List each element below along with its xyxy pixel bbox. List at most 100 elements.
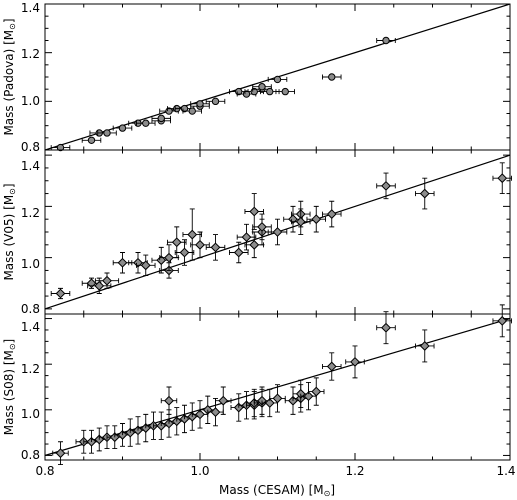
marker	[195, 409, 205, 420]
panel-v05-ylabel-text: Mass (V05) [M	[2, 195, 16, 281]
marker	[171, 237, 182, 248]
marker	[157, 114, 165, 123]
data-point	[322, 352, 342, 381]
xtick-1: 1.0	[190, 464, 209, 478]
marker	[210, 407, 221, 418]
data-point	[136, 254, 156, 277]
marker	[94, 280, 105, 291]
marker	[273, 75, 282, 84]
data-point	[322, 73, 342, 81]
data-point	[215, 386, 232, 415]
data-point	[81, 136, 102, 144]
marker	[164, 395, 174, 406]
marker	[264, 398, 275, 408]
data-point	[291, 208, 311, 236]
data-point	[112, 124, 133, 132]
panel-s08-ytick-3: 1.4	[21, 320, 40, 334]
panel-s08-ylabel-close: ]	[2, 339, 16, 344]
marker	[233, 247, 244, 258]
data-point	[112, 252, 133, 274]
marker	[382, 36, 390, 45]
marker	[350, 356, 360, 367]
x-axis-label-text: Mass (CESAM) [M	[219, 483, 324, 497]
data-point	[415, 329, 435, 363]
data-point	[252, 213, 272, 241]
panel-s08-ticks	[44, 314, 511, 460]
marker	[419, 188, 430, 199]
panel-padova-ytick-0: 0.8	[21, 140, 40, 154]
panel-s08: 0.8 1.0 1.2 1.4 Mass (S08) [M⊙]	[2, 304, 512, 466]
data-point	[322, 200, 342, 228]
panel-s08-ytick-1: 1.0	[21, 407, 40, 421]
panel-s08-points	[52, 304, 512, 466]
panel-s08-ytick-0: 0.8	[21, 448, 40, 462]
panel-padova-ticks	[44, 3, 511, 151]
data-point	[308, 377, 325, 406]
panel-v05-ylabel: Mass (V05) [M⊙]	[2, 183, 17, 280]
data-point	[182, 107, 202, 115]
marker	[295, 216, 306, 227]
marker	[211, 97, 220, 106]
panel-padova-ytick-2: 1.2	[21, 47, 40, 61]
marker	[419, 341, 430, 351]
marker	[497, 173, 508, 184]
data-point	[160, 386, 178, 415]
data-point	[97, 129, 117, 137]
data-point	[492, 304, 512, 338]
data-point	[267, 218, 288, 246]
data-point	[306, 205, 326, 233]
data-point	[236, 223, 257, 251]
data-point	[376, 36, 396, 45]
marker	[117, 257, 128, 268]
marker	[55, 288, 66, 299]
data-point	[50, 287, 71, 300]
panel-padova-ylabel-sun: ⊙	[8, 23, 17, 30]
data-point	[205, 234, 226, 261]
panel-s08-ytick-2: 1.2	[21, 362, 40, 376]
marker	[249, 239, 260, 250]
panel-v05-ytick-0: 0.8	[21, 302, 40, 316]
data-point	[136, 119, 156, 127]
marker	[257, 221, 267, 232]
marker	[258, 83, 266, 91]
panel-padova-ytick-1: 1.0	[21, 94, 40, 108]
data-point	[492, 162, 512, 195]
panel-v05-ytick-3: 1.4	[21, 159, 40, 173]
panel-v05-points	[50, 162, 512, 300]
data-point	[190, 100, 210, 108]
data-point	[376, 172, 396, 200]
marker	[381, 180, 391, 191]
marker	[326, 209, 337, 219]
panel-padova-ylabel-text: Mass (Padova) [M	[2, 30, 16, 136]
panel-padova-ylabel: Mass (Padova) [M⊙]	[2, 18, 17, 135]
marker	[281, 87, 289, 96]
panel-padova-ylabel-close: ]	[2, 18, 16, 23]
marker	[140, 260, 151, 271]
marker	[187, 229, 198, 240]
marker	[103, 129, 111, 137]
xtick-2: 1.2	[345, 464, 364, 478]
panel-padova: 0.8 1.0 1.2 1.4 Mass (Padova) [M⊙]	[2, 1, 511, 154]
data-point	[267, 75, 288, 84]
marker	[188, 107, 196, 115]
panel-padova-points	[50, 36, 396, 152]
panel-s08-ylabel: Mass (S08) [M⊙]	[2, 339, 17, 436]
data-point	[191, 400, 209, 429]
marker	[195, 239, 205, 250]
panel-v05-ytick-1: 1.0	[21, 257, 40, 271]
marker	[266, 87, 274, 96]
data-point	[94, 272, 120, 289]
marker	[87, 136, 96, 144]
marker	[272, 393, 283, 404]
data-point	[190, 231, 210, 259]
marker	[218, 395, 229, 406]
marker	[142, 119, 150, 127]
data-point	[87, 277, 112, 294]
panel-padova-ytick-3: 1.4	[21, 1, 40, 15]
marker	[303, 391, 314, 402]
marker	[497, 315, 508, 326]
data-point	[261, 388, 278, 418]
data-point	[174, 239, 195, 266]
marker	[156, 255, 167, 266]
